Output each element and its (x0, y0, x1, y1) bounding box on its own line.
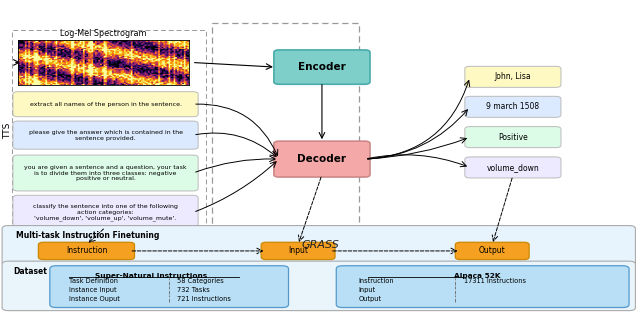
Text: Input: Input (358, 287, 376, 293)
FancyBboxPatch shape (50, 266, 289, 308)
Text: Encoder: Encoder (298, 62, 346, 72)
FancyBboxPatch shape (336, 266, 629, 308)
Text: Log-Mel Spectrogram: Log-Mel Spectrogram (60, 29, 147, 37)
FancyBboxPatch shape (465, 66, 561, 87)
Text: Task Definition: Task Definition (69, 278, 118, 284)
FancyBboxPatch shape (465, 127, 561, 148)
FancyBboxPatch shape (13, 195, 198, 230)
Text: 9 march 1508: 9 march 1508 (486, 102, 540, 111)
Text: TTS: TTS (3, 123, 12, 139)
Text: Instance Input: Instance Input (69, 287, 116, 293)
FancyBboxPatch shape (38, 242, 134, 260)
Text: Output: Output (358, 295, 381, 302)
Text: you are given a sentence and a question, your task
is to divide them into three : you are given a sentence and a question,… (24, 165, 187, 181)
Text: classify the sentence into one of the following
action categories:
'volume_down': classify the sentence into one of the fo… (33, 204, 178, 221)
Text: Super-Natural Instructions: Super-Natural Instructions (95, 273, 207, 279)
Text: Output: Output (479, 246, 506, 256)
FancyBboxPatch shape (13, 121, 198, 149)
Text: Instance Ouput: Instance Ouput (69, 295, 120, 302)
Text: please give the answer which is contained in the
sentence provided.: please give the answer which is containe… (29, 130, 182, 140)
FancyBboxPatch shape (465, 96, 561, 117)
Text: volume_down: volume_down (486, 163, 540, 172)
FancyBboxPatch shape (274, 50, 370, 84)
Text: Positive: Positive (498, 133, 528, 142)
Text: GRASS: GRASS (301, 240, 339, 250)
Text: Decoder: Decoder (298, 154, 346, 164)
FancyBboxPatch shape (465, 157, 561, 178)
FancyBboxPatch shape (13, 92, 198, 117)
Bar (12, 30, 206, 231)
Text: Multi-task Instruction Finetuning: Multi-task Instruction Finetuning (16, 231, 159, 240)
FancyBboxPatch shape (13, 155, 198, 191)
Text: 17311 Instructions: 17311 Instructions (464, 278, 526, 284)
Text: Alpaca 52K: Alpaca 52K (454, 273, 500, 279)
Text: Input: Input (288, 246, 308, 256)
FancyBboxPatch shape (2, 226, 636, 266)
Bar (212, 23, 358, 255)
FancyBboxPatch shape (274, 141, 370, 177)
FancyBboxPatch shape (2, 261, 636, 311)
Text: Instruction: Instruction (358, 278, 394, 284)
Text: 732 Tasks: 732 Tasks (177, 287, 209, 293)
Text: Dataset: Dataset (13, 267, 47, 276)
FancyBboxPatch shape (261, 242, 335, 260)
Text: 58 Categories: 58 Categories (177, 278, 223, 284)
Text: 721 Instructions: 721 Instructions (177, 295, 230, 302)
FancyBboxPatch shape (455, 242, 529, 260)
Text: Instruction: Instruction (66, 246, 107, 256)
Text: extract all names of the person in the sentence.: extract all names of the person in the s… (29, 102, 182, 107)
Text: John, Lisa: John, Lisa (495, 72, 531, 81)
